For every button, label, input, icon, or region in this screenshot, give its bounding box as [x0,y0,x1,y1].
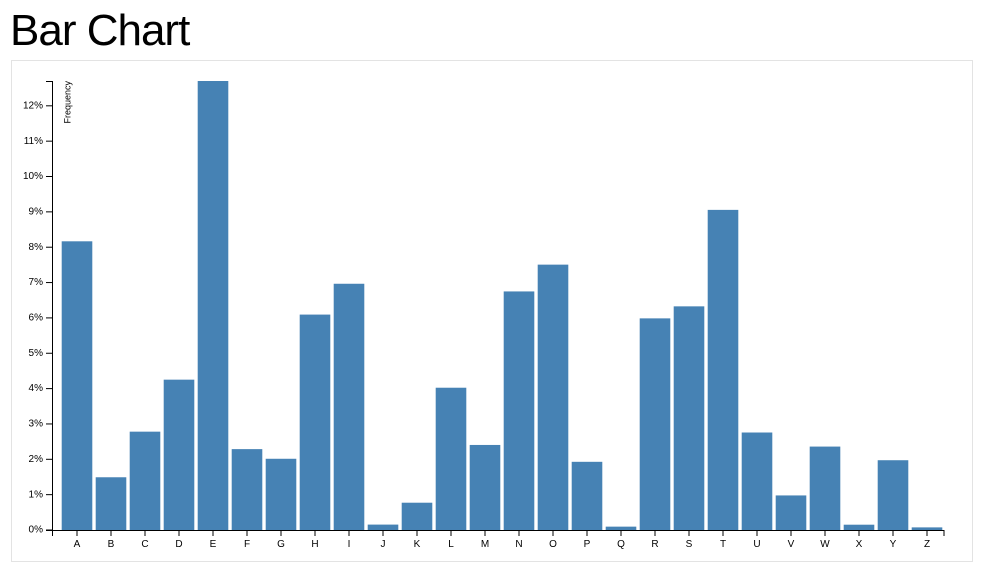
bar [401,502,433,530]
y-tick-label: 10% [23,171,43,182]
x-tick-label: L [448,539,454,550]
x-tick-label: K [414,539,421,550]
chart-frame [11,60,973,562]
y-tick-label: 7% [29,277,44,288]
x-tick-label: Y [890,539,897,550]
y-tick-label: 2% [29,454,44,465]
x-tick-label: T [720,539,726,550]
bar [197,81,229,530]
bar [741,432,773,530]
x-tick-label: A [74,539,81,550]
y-tick-label: 9% [29,207,44,218]
bar [231,449,263,530]
x-tick-label: O [549,539,557,550]
x-tick-label: N [515,539,522,550]
x-tick-label: Q [617,539,625,550]
x-tick-label: H [311,539,318,550]
x-tick-label: S [686,539,693,550]
x-tick-label: D [175,539,182,550]
bar [877,460,909,530]
bar [95,477,127,530]
y-tick-label: 1% [29,489,44,500]
y-tick-label: 12% [23,100,43,111]
x-tick-label: W [820,539,830,550]
bar [639,318,671,530]
x-axis-line [52,530,945,536]
x-tick-label: J [381,539,386,550]
x-tick-label: R [651,539,658,550]
x-tick-label: G [277,539,285,550]
page-title: Bar Chart [10,6,190,55]
bar [503,291,535,530]
x-tick-label: M [481,539,489,550]
bar [61,241,93,530]
x-tick-label: X [856,539,863,550]
bar [299,314,331,530]
x-tick-label: Z [924,539,930,550]
bar [605,526,637,530]
y-axis-line [46,81,53,531]
y-tick-label: 3% [29,419,44,430]
bar [775,495,807,530]
y-tick-label: 0% [29,525,44,536]
y-tick-label: 5% [29,348,44,359]
x-tick-label: P [584,539,591,550]
bar [843,524,875,530]
bar [809,446,841,530]
y-tick-label: 6% [29,313,44,324]
bar [469,444,501,530]
bar [537,264,569,530]
x-tick-label: C [141,539,148,550]
bar [163,379,195,530]
bar [265,458,297,530]
x-tick-label: E [210,539,217,550]
x-tick-label: B [108,539,115,550]
x-tick-label: U [753,539,760,550]
bar [707,209,739,530]
bar [571,461,603,530]
x-tick-label: V [788,539,795,550]
y-tick-label: 11% [24,136,43,147]
y-tick-label: 8% [29,242,44,253]
bar [367,524,399,530]
x-tick-label: I [348,539,351,550]
bar [333,283,365,530]
bar [129,431,161,530]
y-tick-label: 4% [29,383,44,394]
bar [435,387,467,530]
bar [911,527,943,530]
x-tick-label: F [244,539,250,550]
bar [673,306,705,530]
y-axis-title: Frequency [62,81,72,124]
